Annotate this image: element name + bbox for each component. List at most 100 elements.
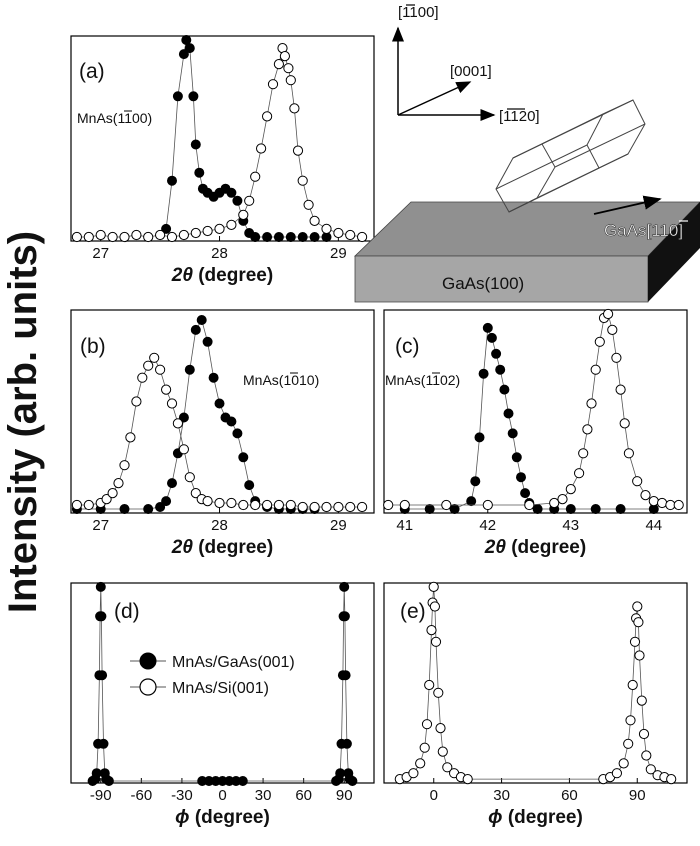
data-point-gaas bbox=[297, 231, 308, 242]
data-point-si bbox=[430, 636, 442, 647]
panel-tag: (d) bbox=[114, 600, 140, 623]
x-tick-label: -30 bbox=[171, 787, 193, 804]
data-point-si bbox=[625, 715, 636, 726]
data-point-gaas bbox=[208, 372, 219, 383]
data-point-gaas bbox=[143, 503, 154, 514]
data-point-si bbox=[283, 63, 294, 74]
x-axis-label: ϕ (degree) bbox=[488, 807, 583, 828]
data-point-si bbox=[618, 758, 629, 769]
substrate-side bbox=[648, 202, 700, 302]
data-point-gaas bbox=[232, 428, 243, 439]
data-point-gaas bbox=[226, 187, 237, 198]
x-tick-label: 60 bbox=[561, 787, 578, 804]
x-tick-label: 41 bbox=[396, 517, 413, 534]
substrate-direction-label: GaAs[110] bbox=[604, 221, 683, 240]
data-point-si bbox=[623, 738, 634, 749]
direction-label-1100: [1100] bbox=[398, 4, 439, 21]
data-point-gaas bbox=[178, 412, 189, 423]
data-point-si bbox=[594, 336, 605, 347]
data-point-si bbox=[632, 601, 643, 612]
data-point-gaas bbox=[190, 139, 201, 150]
data-point-si bbox=[309, 215, 320, 226]
data-point-si bbox=[565, 484, 576, 495]
data-point-gaas bbox=[478, 368, 489, 379]
data-point-gaas bbox=[172, 91, 183, 102]
data-point-gaas bbox=[184, 364, 195, 375]
data-point-si bbox=[143, 231, 154, 243]
data-point-gaas bbox=[511, 452, 522, 463]
data-point-gaas bbox=[532, 503, 543, 514]
data-point-si bbox=[321, 223, 332, 234]
data-point-si bbox=[214, 223, 225, 234]
data-point-gaas bbox=[161, 496, 172, 507]
series-line bbox=[76, 357, 363, 508]
substrate-direction-arrow bbox=[593, 195, 662, 215]
data-point-si bbox=[178, 444, 189, 455]
data-point-gaas bbox=[285, 231, 296, 242]
data-point-si bbox=[428, 581, 439, 593]
data-point-gaas bbox=[155, 501, 166, 512]
data-point-gaas bbox=[226, 416, 237, 427]
data-point-gaas bbox=[507, 428, 518, 439]
data-point-si bbox=[419, 742, 430, 753]
data-point-gaas bbox=[166, 175, 177, 186]
data-point-si bbox=[297, 175, 308, 186]
data-point-si bbox=[345, 501, 356, 513]
data-point-gaas bbox=[339, 581, 350, 592]
data-point-si bbox=[214, 497, 225, 509]
panel-tag: (e) bbox=[400, 600, 426, 623]
legend: MnAs/GaAs(001) MnAs/Si(001) bbox=[130, 652, 295, 697]
data-point-si bbox=[202, 225, 213, 237]
data-point-gaas bbox=[499, 384, 510, 395]
data-point-si bbox=[279, 51, 290, 62]
x-tick-label: 43 bbox=[562, 517, 579, 534]
data-point-gaas bbox=[347, 776, 358, 787]
data-point-si bbox=[424, 679, 435, 691]
x-tick-label: 0 bbox=[430, 787, 438, 804]
data-point-gaas bbox=[166, 478, 177, 489]
data-point-si bbox=[119, 231, 130, 243]
panel-e: 0 30 60 90 (e) ϕ (degree) bbox=[383, 581, 688, 828]
data-point-gaas bbox=[341, 738, 352, 749]
data-point-si bbox=[321, 501, 332, 513]
data-point-si bbox=[95, 229, 106, 241]
data-point-si bbox=[627, 679, 638, 691]
data-point-gaas bbox=[495, 364, 506, 375]
crystal-schematic: [1100] [0001] [1120] GaAs(100) GaAs[110] bbox=[354, 4, 700, 303]
data-point-gaas bbox=[96, 611, 107, 622]
data-point-si bbox=[125, 432, 136, 443]
data-point-si bbox=[632, 476, 643, 487]
data-point-si bbox=[226, 219, 237, 230]
x-axis-label: 2θ (degree) bbox=[171, 265, 273, 286]
data-point-si bbox=[333, 227, 344, 239]
data-point-si bbox=[250, 499, 261, 511]
data-point-gaas bbox=[98, 738, 109, 749]
data-point-si bbox=[437, 746, 448, 757]
data-point-si bbox=[256, 143, 267, 154]
series-line bbox=[399, 586, 672, 780]
data-point-si bbox=[71, 499, 83, 511]
data-point-gaas bbox=[232, 195, 243, 206]
data-point-si bbox=[586, 398, 597, 409]
data-point-gaas bbox=[470, 476, 481, 487]
data-point-gaas bbox=[466, 496, 477, 507]
data-point-gaas bbox=[273, 231, 284, 242]
data-point-si bbox=[190, 488, 201, 499]
data-point-si bbox=[267, 79, 279, 90]
legend-marker-filled bbox=[139, 652, 157, 670]
data-point-gaas bbox=[238, 452, 249, 463]
x-tick-label: 30 bbox=[493, 787, 510, 804]
data-point-gaas bbox=[188, 91, 199, 102]
data-point-gaas bbox=[309, 231, 320, 242]
plot-frame bbox=[70, 35, 375, 242]
data-point-si bbox=[83, 499, 94, 511]
data-point-gaas bbox=[516, 472, 527, 483]
data-point-si bbox=[333, 501, 344, 513]
direction-label-1120: [1120] bbox=[499, 108, 540, 125]
data-point-gaas bbox=[103, 776, 114, 787]
legend-marker-open bbox=[139, 678, 157, 696]
data-point-si bbox=[107, 488, 118, 499]
panel-b: 27 28 29 (b) MnAs(1010) 2θ (degree) bbox=[70, 309, 375, 558]
plot-frame bbox=[70, 309, 375, 514]
data-point-gaas bbox=[590, 503, 601, 514]
